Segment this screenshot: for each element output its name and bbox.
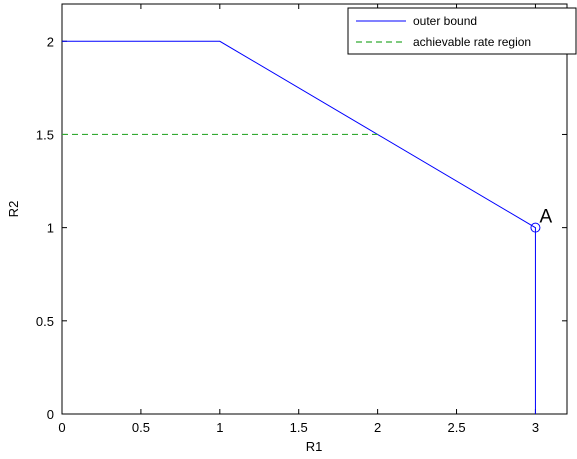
x-tick-label: 1.5	[290, 420, 308, 435]
point-marker	[530, 222, 541, 233]
y-tick-label: 2	[47, 34, 54, 49]
y-axis-label: R2	[6, 201, 21, 218]
x-tick-label: 3	[532, 420, 539, 435]
x-tick-label: 0	[58, 420, 65, 435]
x-axis-label: R1	[306, 439, 323, 454]
x-tick-label: 2.5	[447, 420, 465, 435]
x-axis-ticks: 0 0.5 1 1.5 2 2.5 3	[58, 4, 539, 435]
y-axis-ticks: 0 0.5 1 1.5 2	[36, 34, 567, 422]
legend-label-achievable: achievable rate region	[413, 35, 531, 49]
x-tick-label: 1	[216, 420, 223, 435]
series-layer	[62, 40, 536, 414]
plot-area	[61, 3, 568, 415]
y-tick-label: 1.5	[36, 127, 54, 142]
legend-box	[347, 7, 577, 55]
y-tick-label: 1	[47, 221, 54, 236]
x-tick-label: 2	[374, 420, 381, 435]
annotation-layer: A	[530, 207, 552, 233]
y-tick-label: 0.5	[36, 314, 54, 329]
legend: outer bound achievable rate region	[347, 7, 577, 55]
point-annotation-label: A	[539, 207, 552, 228]
y-tick-label: 0	[47, 407, 54, 422]
legend-label-outer-bound: outer bound	[413, 14, 477, 28]
x-tick-label: 0.5	[132, 420, 150, 435]
